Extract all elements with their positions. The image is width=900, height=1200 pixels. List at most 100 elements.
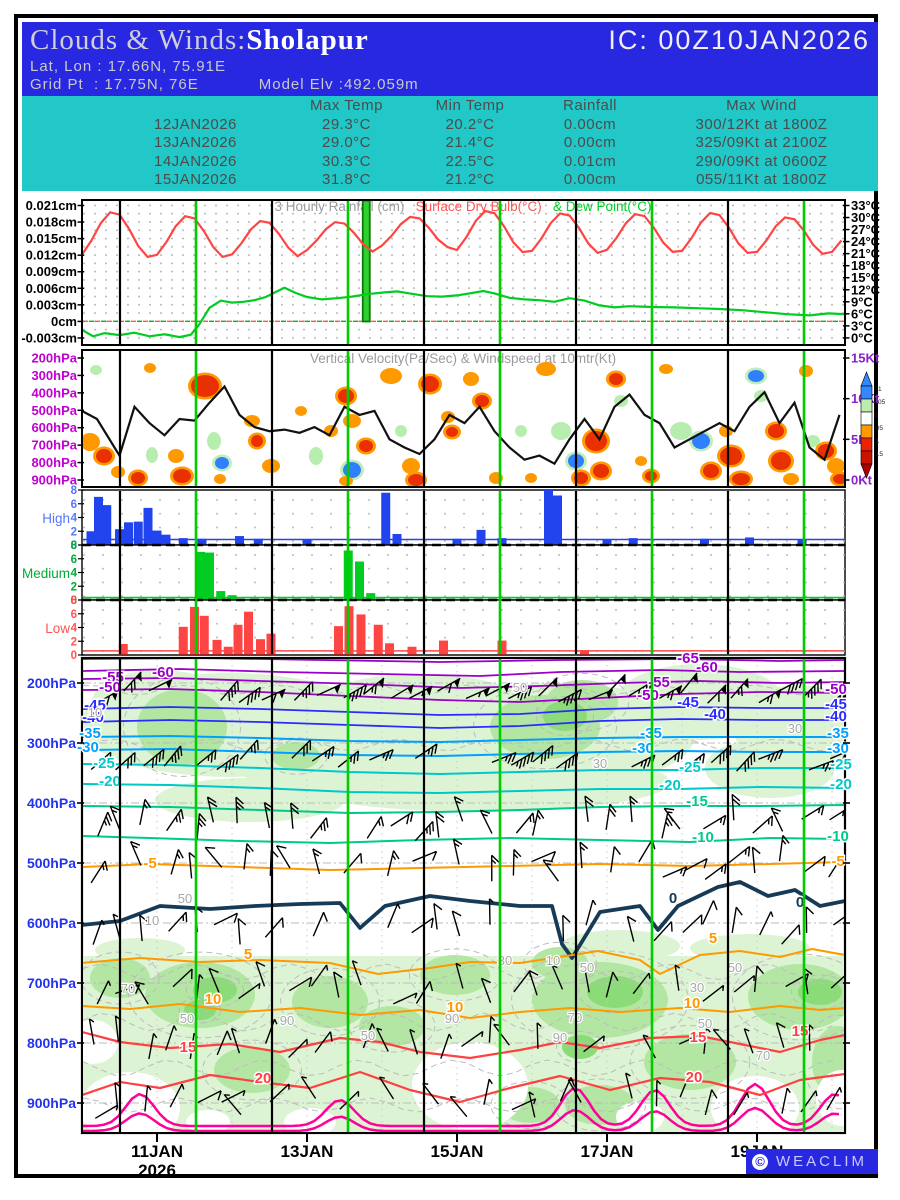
cloud-bar <box>385 643 394 655</box>
table-cell: 325/09Kt at 2100Z <box>695 134 828 151</box>
station-name: Sholapur <box>246 24 369 56</box>
svg-text:-60: -60 <box>152 664 174 681</box>
svg-text:-50: -50 <box>825 681 847 698</box>
svg-text:20: 20 <box>255 1070 272 1087</box>
cloud-bar <box>628 538 638 545</box>
svg-text:-45: -45 <box>825 696 847 713</box>
cloud-bar <box>497 538 507 545</box>
svg-text:27°C: 27°C <box>851 222 881 237</box>
svg-text:4: 4 <box>71 568 78 580</box>
svg-text:90: 90 <box>553 1030 567 1045</box>
svg-text:15Kt: 15Kt <box>851 351 880 366</box>
windspeed-curve <box>83 384 841 466</box>
svg-text:300hPa: 300hPa <box>27 735 76 751</box>
svg-text:200hPa: 200hPa <box>31 351 77 366</box>
svg-text:-30: -30 <box>632 740 654 757</box>
svg-text:4: 4 <box>71 513 78 525</box>
initial-condition-label: IC: 00Z10JAN2026 <box>608 25 870 55</box>
svg-text:10: 10 <box>684 995 701 1012</box>
svg-text:0.006cm: 0.006cm <box>26 281 77 296</box>
cloud-bar <box>381 492 391 545</box>
svg-text:10: 10 <box>546 953 560 968</box>
svg-text:900hPa: 900hPa <box>27 1095 76 1111</box>
svg-text:3 Hourly Rainfall (cm) Surfa: 3 Hourly Rainfall (cm) Surface Dry Bulb(… <box>275 199 652 214</box>
cloud-bar <box>244 611 253 655</box>
temp-contour <box>83 735 844 743</box>
page-title: Clouds & Winds:Sholapur <box>30 24 369 57</box>
cloud-bar <box>223 646 233 655</box>
vv-colorbar <box>860 371 873 387</box>
svg-text:21°C: 21°C <box>851 246 881 261</box>
table-cell: 0.01cm <box>563 152 617 170</box>
svg-text:0.018cm: 0.018cm <box>26 215 77 230</box>
x-tick-label: 17JAN <box>581 1142 634 1161</box>
svg-text:8: 8 <box>71 595 78 607</box>
svg-text:0: 0 <box>669 890 677 907</box>
cloud-bar <box>797 539 807 545</box>
table-cell: 0.00cm <box>563 115 617 133</box>
svg-text:15: 15 <box>792 1023 809 1040</box>
cloud-bar <box>178 538 188 545</box>
svg-text:6: 6 <box>71 609 77 621</box>
svg-text:90: 90 <box>280 1013 294 1028</box>
cloud-bar <box>439 640 448 655</box>
cloud-bar <box>355 561 364 600</box>
summary-table-header: Max Temp Min Temp Rainfall Max Wind <box>22 97 878 116</box>
cloud-bar <box>392 534 402 545</box>
svg-text:2: 2 <box>71 636 77 648</box>
svg-text:-.1: -.1 <box>874 386 882 393</box>
svg-text:2: 2 <box>71 581 77 593</box>
svg-text:0: 0 <box>71 595 77 607</box>
table-cell: 300/12Kt at 1800Z <box>695 115 828 133</box>
svg-text:70: 70 <box>121 981 135 996</box>
svg-text:-45: -45 <box>677 694 699 711</box>
temp-contour <box>83 804 844 814</box>
temp-contour <box>83 688 844 703</box>
cloud-bar <box>212 639 222 655</box>
svg-text:-10: -10 <box>692 829 714 846</box>
temp-contour <box>83 1003 844 1019</box>
svg-text:15°C: 15°C <box>851 270 881 285</box>
cloud-bar <box>102 505 112 545</box>
header: Clouds & Winds:Sholapur IC: 00Z10JAN2026… <box>22 22 878 96</box>
table-cell: 22.5°C <box>445 152 495 170</box>
svg-text:0: 0 <box>71 650 77 662</box>
table-cell: 055/11Kt at 1800Z <box>696 171 827 188</box>
svg-text:5: 5 <box>244 946 252 963</box>
copyright-icon: © <box>752 1153 768 1170</box>
svg-text:6: 6 <box>71 499 77 511</box>
svg-text:700hPa: 700hPa <box>27 975 76 991</box>
cloud-bar <box>253 538 263 545</box>
grid-pt-text: Grid Pt : 17.75N, 76E <box>30 76 199 93</box>
svg-text:0: 0 <box>71 540 77 552</box>
cloud-bar <box>452 538 462 545</box>
svg-text:10: 10 <box>145 913 159 928</box>
weaclim-watermark: © WEACLIM <box>746 1149 878 1174</box>
table-cell: 20.2°C <box>445 115 495 133</box>
svg-text:.05: .05 <box>874 425 883 432</box>
svg-text:10: 10 <box>205 991 222 1008</box>
table-col-header: Max Wind <box>726 97 797 114</box>
cloud-bar <box>197 538 207 545</box>
temp-contour <box>83 948 844 975</box>
svg-text:-65: -65 <box>677 650 699 667</box>
temp-contour <box>83 668 844 677</box>
svg-text:800hPa: 800hPa <box>27 1035 76 1051</box>
svg-text:-30: -30 <box>77 739 99 756</box>
svg-text:0°C: 0°C <box>851 330 873 345</box>
svg-text:0Kt: 0Kt <box>851 473 873 488</box>
title-prefix: Clouds & Winds: <box>30 24 247 56</box>
svg-text:-40: -40 <box>825 708 847 725</box>
cloud-bar <box>86 531 96 545</box>
upper-air-content <box>83 659 844 1132</box>
cloud-bar <box>161 534 171 545</box>
svg-text:900hPa: 900hPa <box>31 473 77 488</box>
cloud-bar <box>602 539 612 545</box>
svg-text:500hPa: 500hPa <box>27 855 76 871</box>
cloud-bar <box>366 593 376 600</box>
svg-text:-5: -5 <box>831 853 844 870</box>
summary-table: Max Temp Min Temp Rainfall Max Wind 12JAN20… <box>22 96 878 191</box>
table-cell: 29.3°C <box>321 115 372 133</box>
cloud-bar <box>94 496 103 545</box>
cloud-bar <box>302 539 312 545</box>
